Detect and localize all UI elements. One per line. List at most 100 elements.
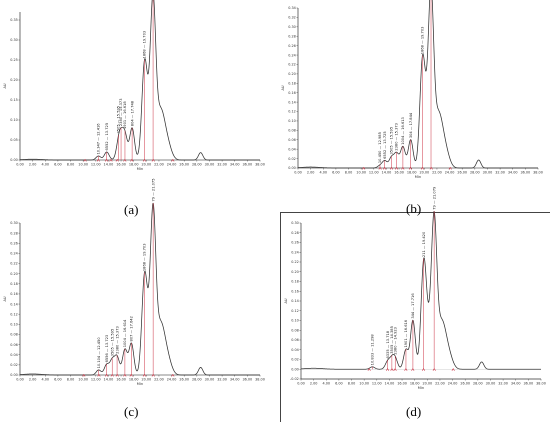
x-tick-label: 38.00 <box>255 163 265 167</box>
y-axis-title: AU <box>3 296 7 301</box>
peak-label: 3505 — 14.385 <box>390 326 394 354</box>
x-tick-label: 8.00 <box>345 171 353 175</box>
chart-panel-d: 0.00 2.00 4.00 6.00 8.00 10.00 12.00 14.00 16.00… <box>283 186 550 395</box>
x-tick-label: 36.00 <box>243 163 253 167</box>
y-tick-label: 0.10 <box>10 323 18 327</box>
series-line <box>297 0 539 169</box>
y-tick-label: 0.00 <box>10 373 18 377</box>
peak-label: 10.104 — 12.450 <box>97 337 101 369</box>
peak-label: 3505 — 15.595 <box>390 127 394 155</box>
y-tick-label: 0.24 <box>10 252 18 256</box>
x-tick-label: 38.00 <box>255 378 265 382</box>
baseline-marker <box>429 166 433 170</box>
x-axis-title: Min <box>415 175 421 179</box>
x-tick-label: 28.00 <box>473 382 483 386</box>
baseline-marker <box>451 368 455 371</box>
chart-svg-b: 0.00 2.00 4.00 6.00 8.00 10.00 12.00 14.00 16.00… <box>281 0 543 179</box>
x-tick-label: 20.00 <box>422 382 432 386</box>
y-tick-label: 0.30 <box>288 25 296 29</box>
peak-label: 1868 — 19.703 <box>421 27 425 55</box>
panel-label-a: (a) <box>124 202 139 217</box>
x-tick-label: 16.00 <box>116 378 126 382</box>
y-tick-label: 0.02 <box>10 363 18 367</box>
chart-svg-d: 0.00 2.00 4.00 6.00 8.00 10.00 12.00 14.00 16.00… <box>284 186 546 390</box>
baseline-marker <box>171 158 175 162</box>
x-tick-label: 0.00 <box>297 382 305 386</box>
y-tick-label: 0.06 <box>288 138 296 142</box>
y-axis-title: AU <box>281 85 285 90</box>
x-axis-title: Min <box>137 382 143 386</box>
x-tick-label: 24.00 <box>167 378 177 382</box>
y-tick-label: 0.22 <box>288 63 296 67</box>
x-tick-label: 0.00 <box>16 378 24 382</box>
y-tick-label: 0.28 <box>288 34 296 38</box>
series-line <box>19 202 261 376</box>
y-tick-label: 0.25 <box>10 58 18 62</box>
x-tick-label: 22.00 <box>432 171 442 175</box>
peak-label: 3505 — 15.595 <box>110 329 114 357</box>
y-tick-label: 0.22 <box>291 260 299 264</box>
x-tick-label: 12.00 <box>372 382 382 386</box>
y-tick-label: -0.02 <box>290 377 299 381</box>
x-tick-label: 28.00 <box>192 163 202 167</box>
y-tick-label: 0.16 <box>291 289 299 293</box>
baseline-marker <box>367 368 371 371</box>
x-tick-label: 18.00 <box>129 378 139 382</box>
x-tick-label: 14.00 <box>104 378 114 382</box>
y-tick-label: 0.24 <box>291 250 299 254</box>
y-tick-label: 0.00 <box>288 166 296 170</box>
x-tick-label: 22.00 <box>154 163 164 167</box>
y-tick-label: 0.10 <box>10 118 18 122</box>
x-tick-label: 12.00 <box>91 378 101 382</box>
divider-horizontal <box>280 212 550 213</box>
x-tick-label: 30.00 <box>205 378 215 382</box>
y-tick-label: 0.26 <box>10 241 18 245</box>
x-tick-label: 26.00 <box>179 163 189 167</box>
x-tick-label: 30.00 <box>483 171 493 175</box>
panel-label-c: (c) <box>124 404 139 419</box>
chart-panel-b: 0.00 2.00 4.00 6.00 8.00 10.00 12.00 14.00 16.00… <box>280 0 550 200</box>
series-line <box>19 0 261 161</box>
peak-label: 6552 — 13.725 <box>383 131 387 159</box>
y-tick-label: 0.34 <box>288 6 296 10</box>
y-tick-label: 0.20 <box>10 78 18 82</box>
y-tick-label: 0.04 <box>10 353 18 357</box>
baseline-marker <box>130 158 134 162</box>
baseline-marker <box>115 158 119 162</box>
y-tick-label: 0.22 <box>10 262 18 266</box>
x-tick-label: 20.00 <box>419 171 429 175</box>
x-tick-label: 34.00 <box>230 378 240 382</box>
peak-label: 344 — 17.716 <box>411 293 415 319</box>
y-tick-label: 0.26 <box>291 241 299 245</box>
y-tick-label: 0.12 <box>291 309 299 313</box>
chart-panel-a: 0.00 2.00 4.00 6.00 8.00 10.00 12.00 14.00 16.00… <box>0 0 275 200</box>
x-tick-label: 0.00 <box>294 171 302 175</box>
x-tick-label: 36.00 <box>243 378 253 382</box>
x-tick-label: 2.00 <box>307 171 315 175</box>
x-tick-label: 22.00 <box>435 382 445 386</box>
peak-label: 10.347 — 12.416 <box>97 123 101 155</box>
x-tick-label: 14.00 <box>382 171 392 175</box>
y-tick-label: 0.20 <box>291 270 299 274</box>
x-tick-label: 8.00 <box>67 378 75 382</box>
y-tick-label: 0.00 <box>291 367 299 371</box>
peak-label: 1004 — 16.614 <box>123 319 127 347</box>
divider-vertical <box>280 212 281 422</box>
baseline-marker <box>129 373 133 377</box>
y-tick-label: 0.14 <box>291 299 299 303</box>
x-tick-label: 4.00 <box>41 163 49 167</box>
x-tick-label: 6.00 <box>332 171 340 175</box>
y-tick-label: 0.18 <box>291 280 299 284</box>
y-tick-label: 0.10 <box>288 119 296 123</box>
x-tick-label: 12.00 <box>369 171 379 175</box>
x-tick-label: 24.00 <box>167 163 177 167</box>
x-tick-label: 16.00 <box>116 163 126 167</box>
x-tick-label: 16.00 <box>397 382 407 386</box>
x-tick-label: 32.00 <box>498 382 508 386</box>
chart-svg-c: 0.00 2.00 4.00 6.00 8.00 10.00 12.00 14.00 16.00… <box>3 178 265 386</box>
x-tick-label: 26.00 <box>460 382 470 386</box>
x-tick-label: 38.00 <box>536 382 546 386</box>
x-tick-label: 2.00 <box>310 382 318 386</box>
y-tick-label: 0.28 <box>291 231 299 235</box>
peak-label: 304 — 17.844 <box>409 112 413 138</box>
